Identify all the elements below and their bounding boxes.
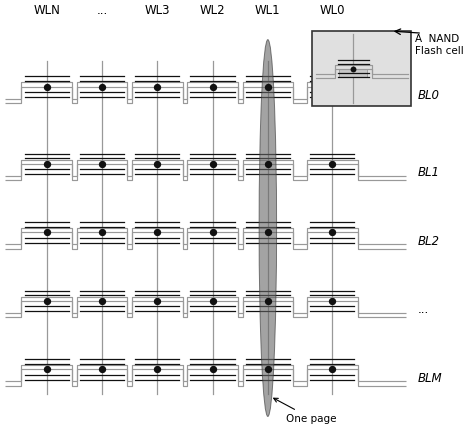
Point [43,84,51,91]
Point [154,366,161,373]
Point [209,84,216,91]
Point [43,366,51,373]
Point [98,229,106,236]
Text: A  NAND
Flash cell: A NAND Flash cell [415,34,464,55]
Point [43,229,51,236]
Point [349,66,357,73]
Point [98,298,106,304]
Text: BLM: BLM [418,371,442,384]
Text: WL0: WL0 [319,4,345,17]
Point [209,229,216,236]
FancyBboxPatch shape [311,32,410,107]
Text: BL1: BL1 [418,166,439,179]
Point [264,84,272,91]
Text: One page: One page [273,398,337,424]
Point [209,298,216,304]
Point [209,161,216,168]
Text: WL1: WL1 [255,4,281,17]
Text: WL2: WL2 [200,4,225,17]
Point [154,229,161,236]
Text: WLN: WLN [33,4,60,17]
Point [154,84,161,91]
Point [154,161,161,168]
Point [264,298,272,304]
Point [328,161,336,168]
Text: WL3: WL3 [145,4,170,17]
Point [43,161,51,168]
Point [43,298,51,304]
Text: ...: ... [96,4,108,17]
Text: BL2: BL2 [418,234,439,247]
Text: ...: ... [418,303,429,316]
Point [328,366,336,373]
Point [264,366,272,373]
Ellipse shape [259,40,277,417]
FancyBboxPatch shape [339,70,367,77]
Point [328,84,336,91]
Point [98,366,106,373]
Point [264,161,272,168]
Point [209,366,216,373]
Text: BL0: BL0 [418,89,439,102]
Point [154,298,161,304]
Point [328,229,336,236]
Point [328,298,336,304]
Point [264,229,272,236]
Point [98,161,106,168]
Point [98,84,106,91]
